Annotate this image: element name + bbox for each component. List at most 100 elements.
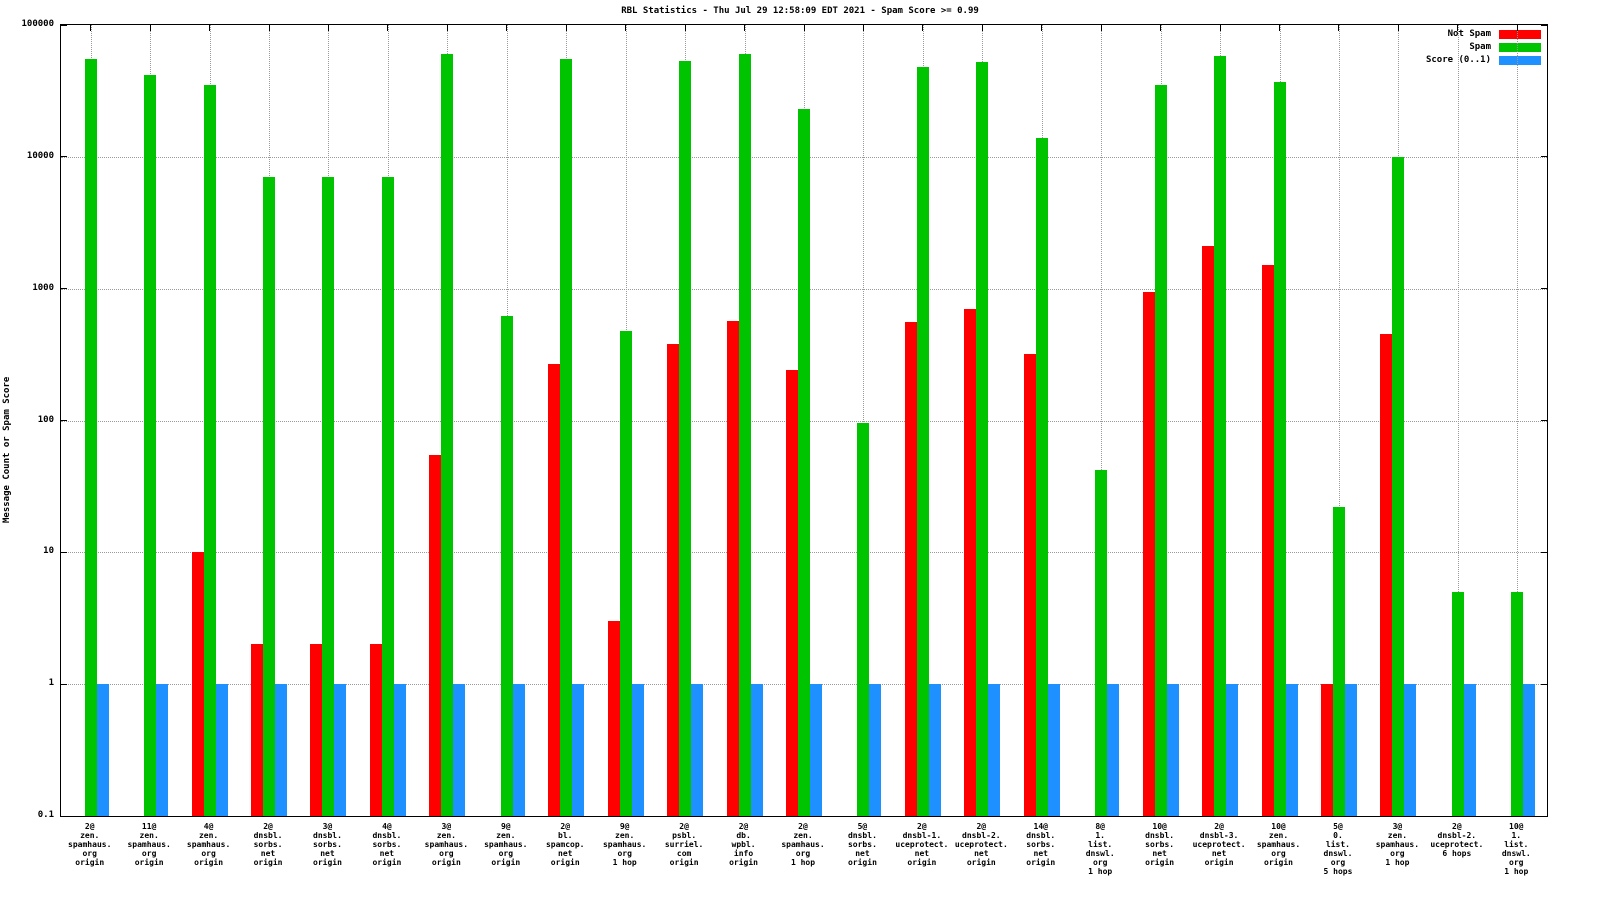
bar-spam <box>1154 85 1167 816</box>
y-tick-label: 100000 <box>21 19 54 29</box>
bar-spam <box>976 62 989 816</box>
bar-score-0-1- <box>156 684 169 816</box>
bar-not-spam <box>1380 334 1393 816</box>
bar-score-0-1- <box>1047 684 1060 816</box>
x-tick-label: 10@ 1. list. dnswl. org 1 hop <box>1501 822 1531 876</box>
v-gridline <box>1517 25 1519 816</box>
x-axis-tick <box>1516 25 1518 31</box>
bar-not-spam <box>1261 265 1274 816</box>
legend-swatch <box>1499 55 1541 65</box>
x-axis-tick <box>744 25 746 31</box>
y-tick-label: 10000 <box>26 150 54 161</box>
v-gridline <box>1101 25 1103 816</box>
x-axis-tick <box>625 25 627 31</box>
x-axis-tick <box>803 25 805 31</box>
v-gridline <box>1338 25 1340 816</box>
bar-spam <box>857 423 870 816</box>
legend-item: Not Spam <box>1448 29 1541 39</box>
bar-score-0-1- <box>1285 684 1298 816</box>
x-axis-tick <box>387 25 389 31</box>
y-tick-label: 100 <box>37 414 54 425</box>
y-axis-tick <box>61 551 67 553</box>
x-axis-tick <box>1160 25 1162 31</box>
x-tick-label: 3@ zen. spamhaus. org 1 hop <box>1375 822 1420 867</box>
bar-not-spam <box>429 454 442 816</box>
bar-spam <box>798 109 810 816</box>
x-axis-tick <box>506 25 508 31</box>
bar-score-0-1- <box>334 684 347 816</box>
x-tick-label: 8@ 1. list. dnswl. org 1 hop <box>1085 822 1115 876</box>
bar-spam <box>1451 592 1464 816</box>
x-tick-label: 9@ zen. spamhaus. org origin <box>484 822 528 867</box>
bar-score-0-1- <box>810 684 822 816</box>
y-axis-tick <box>1541 683 1547 685</box>
x-axis-tick <box>922 25 924 31</box>
legend: Not Spam Spam Score (0..1) <box>1426 29 1541 65</box>
bar-not-spam <box>1142 291 1155 816</box>
bar-not-spam <box>964 309 977 816</box>
y-axis-tick <box>61 24 67 26</box>
bar-not-spam <box>786 370 798 816</box>
y-axis-tick <box>1541 815 1547 817</box>
bar-spam <box>144 74 157 816</box>
y-axis-tick <box>61 156 67 158</box>
x-tick-label: 14@ dnsbl. sorbs. net origin <box>1026 822 1056 867</box>
bar-not-spam <box>310 644 323 816</box>
legend-item: Score (0..1) <box>1426 55 1541 65</box>
chart-title: RBL Statistics - Thu Jul 29 12:58:09 EDT… <box>621 6 979 16</box>
bar-spam <box>263 177 276 816</box>
bar-score-0-1- <box>512 684 525 816</box>
y-axis-tick <box>61 815 67 817</box>
x-tick-label: 2@ dnsbl-1. uceprotect. net origin <box>895 822 949 867</box>
bar-not-spam <box>726 320 739 816</box>
x-tick-label: 2@ dnsbl-2. uceprotect. 6 hops <box>1430 822 1484 858</box>
bar-score-0-1- <box>691 684 704 816</box>
x-axis-tick <box>1338 25 1340 31</box>
bar-score-0-1- <box>215 684 228 816</box>
bar-not-spam <box>369 644 382 816</box>
x-tick-label: 10@ zen. spamhaus. org origin <box>1256 822 1301 867</box>
bar-score-0-1- <box>988 684 1001 816</box>
x-tick-label: 9@ zen. spamhaus. org 1 hop <box>602 822 647 867</box>
bar-spam <box>84 59 97 816</box>
bar-spam <box>322 177 335 816</box>
x-axis-tick <box>209 25 211 31</box>
bar-spam <box>1035 137 1048 816</box>
bar-not-spam <box>251 644 264 816</box>
x-tick-label: 2@ db. wpbl. info origin <box>729 822 758 867</box>
x-axis-tick <box>1397 25 1399 31</box>
y-tick-label: 1000 <box>32 282 54 293</box>
x-axis-tick <box>1041 25 1043 31</box>
legend-label: Not Spam <box>1447 29 1491 39</box>
x-tick-label: 2@ dnsbl-2. uceprotect. net origin <box>954 822 1008 867</box>
y-axis-tick <box>1541 24 1547 26</box>
y-axis-tick <box>1541 551 1547 553</box>
x-tick-label: 5@ dnsbl. sorbs. net origin <box>847 822 877 867</box>
bar-spam <box>1511 592 1524 816</box>
bar-spam <box>1332 507 1345 816</box>
bar-not-spam <box>1202 246 1215 816</box>
legend-swatch <box>1499 29 1541 39</box>
bar-score-0-1- <box>275 684 288 816</box>
bar-score-0-1- <box>1166 684 1179 816</box>
bar-score-0-1- <box>96 684 109 816</box>
x-axis-tick <box>446 25 448 31</box>
y-axis-tick <box>61 683 67 685</box>
legend-label: Spam <box>1469 42 1491 52</box>
bar-score-0-1- <box>1107 684 1120 816</box>
bar-spam <box>619 330 632 816</box>
bar-not-spam <box>1023 353 1036 816</box>
bar-not-spam <box>548 363 561 816</box>
x-tick-label: 10@ dnsbl. sorbs. net origin <box>1145 822 1175 867</box>
x-tick-label: 2@ dnsbl. sorbs. net origin <box>253 822 283 867</box>
x-axis-tick <box>1219 25 1221 31</box>
bar-spam <box>203 85 216 816</box>
legend-swatch <box>1499 42 1541 52</box>
bar-score-0-1- <box>631 684 644 816</box>
bar-not-spam <box>607 621 620 816</box>
bar-spam <box>738 54 751 816</box>
x-axis-tick <box>565 25 567 31</box>
x-tick-label: 2@ zen. spamhaus. org origin <box>68 822 112 867</box>
bar-score-0-1- <box>453 684 466 816</box>
bar-spam <box>916 67 929 816</box>
